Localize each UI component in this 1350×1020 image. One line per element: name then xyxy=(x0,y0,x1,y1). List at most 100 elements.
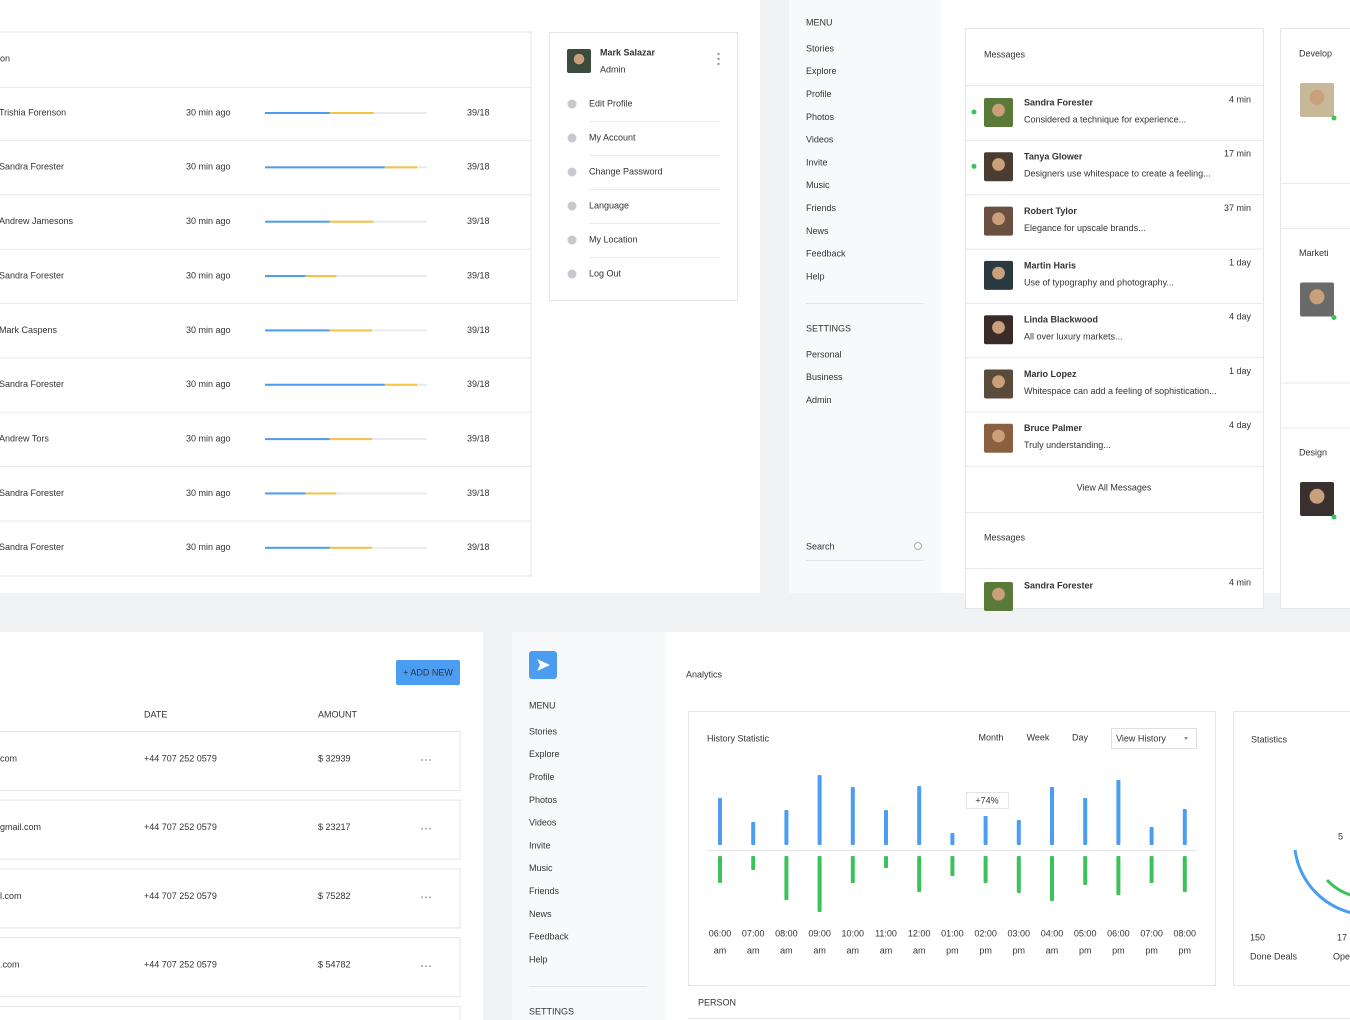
profile-name: Mark Salazar xyxy=(600,47,656,57)
avatar-face xyxy=(992,212,1005,226)
x-tick-label: am xyxy=(913,945,926,955)
progress-yellow xyxy=(305,492,337,495)
menu-item: Edit Profile xyxy=(589,98,633,108)
menu-link: News xyxy=(806,226,829,236)
row-score: 39/18 xyxy=(467,325,490,335)
email: .com xyxy=(0,959,20,969)
sender: Linda Blackwood xyxy=(1024,315,1098,325)
sender: Robert Tylor xyxy=(1024,206,1077,216)
progress-yellow xyxy=(329,112,374,114)
progress-track xyxy=(265,492,427,495)
row-time: 30 min ago xyxy=(186,216,231,226)
phone: +44 707 252 0579 xyxy=(144,891,217,901)
x-tick-label: am xyxy=(747,945,760,955)
row-score: 39/18 xyxy=(467,433,490,443)
x-tick-label: 05:00 xyxy=(1074,928,1097,938)
x-tick-label: 07:00 xyxy=(742,928,765,938)
settings-link: Personal xyxy=(806,349,842,359)
row-card xyxy=(0,731,461,791)
tab[interactable]: Week xyxy=(1027,732,1050,742)
x-tick-label: pm xyxy=(979,945,992,955)
stat-label: Ope xyxy=(1333,951,1350,961)
dropdown-label: View History xyxy=(1116,733,1166,743)
snippet: Elegance for upscale brands... xyxy=(1024,223,1146,233)
progress-yellow xyxy=(329,546,372,549)
row-time: 30 min ago xyxy=(186,107,231,117)
bar-up xyxy=(751,822,756,845)
gauge-arc xyxy=(1325,878,1350,897)
menu-link: Help xyxy=(529,954,548,964)
card xyxy=(1233,711,1350,986)
avatar-face xyxy=(992,375,1005,389)
bar-up xyxy=(784,810,789,845)
menu-link: Help xyxy=(806,271,825,281)
menu-link: Profile xyxy=(529,772,555,782)
menu-link: Explore xyxy=(529,749,560,759)
menu-heading: MENU xyxy=(806,17,833,27)
tab[interactable]: Day xyxy=(1072,732,1089,742)
messages-title: Messages xyxy=(984,532,1026,542)
add-button[interactable] xyxy=(396,660,460,685)
x-tick-label: pm xyxy=(1079,945,1092,955)
avatar-face xyxy=(1309,289,1325,305)
x-tick-label: 03:00 xyxy=(1008,928,1031,938)
progress-blue xyxy=(265,166,385,169)
menu-link: Photos xyxy=(529,795,558,805)
menu-link: Videos xyxy=(806,135,834,145)
gap xyxy=(760,0,789,593)
row-card xyxy=(0,937,461,998)
row-time: 30 min ago xyxy=(186,325,231,335)
row-menu-dot xyxy=(421,896,423,899)
bar-down xyxy=(1083,856,1088,885)
dropdown[interactable] xyxy=(1111,728,1197,749)
row-name: Andrew Jamesons xyxy=(0,216,74,226)
bar-down xyxy=(950,856,955,876)
row-menu-dot xyxy=(429,827,431,830)
team-title: Design xyxy=(1299,447,1327,457)
gauge-arc xyxy=(1293,849,1350,914)
stat-value: 17 xyxy=(1337,932,1347,942)
sender: Mario Lopez xyxy=(1024,369,1077,379)
progress-track xyxy=(265,275,427,278)
menu-link: News xyxy=(529,909,552,919)
bar-up xyxy=(1083,798,1088,845)
messages-title: Messages xyxy=(984,49,1026,59)
row-score: 39/18 xyxy=(467,488,490,498)
sidebar xyxy=(512,632,665,1020)
online-dot xyxy=(971,109,977,115)
bar-down xyxy=(817,856,822,912)
settings-link: Business xyxy=(806,372,843,382)
team-title: Develop xyxy=(1299,48,1332,58)
bar-up xyxy=(1116,780,1121,845)
tab[interactable]: Month xyxy=(978,732,1003,742)
add-button-label[interactable]: + ADD NEW xyxy=(403,667,453,677)
bar-up xyxy=(917,786,922,845)
row-time: 30 min ago xyxy=(186,270,231,280)
menu-link: Invite xyxy=(806,157,828,167)
row-score: 39/18 xyxy=(467,216,490,226)
menu-link: Stories xyxy=(529,726,558,736)
x-tick-label: pm xyxy=(946,945,959,955)
message-time: 4 min xyxy=(1229,577,1251,587)
snippet: Designers use whitespace to create a fee… xyxy=(1024,169,1211,179)
row-score: 39/18 xyxy=(467,542,490,552)
stat-value: 150 xyxy=(1250,932,1265,942)
menu-item: My Location xyxy=(589,234,638,244)
menu-icon xyxy=(567,99,577,109)
menu-item: Log Out xyxy=(589,268,622,278)
message-time: 1 day xyxy=(1229,257,1252,267)
x-tick-label: 02:00 xyxy=(974,928,997,938)
menu-link: Explore xyxy=(806,66,837,76)
bar-down xyxy=(718,856,722,883)
row-time: 30 min ago xyxy=(186,488,231,498)
bar-down xyxy=(1116,856,1121,895)
row-card xyxy=(0,1006,461,1020)
view-all-link[interactable]: View All Messages xyxy=(1077,482,1152,492)
phone: +44 707 252 0579 xyxy=(144,753,217,763)
tooltip-label: +74% xyxy=(975,795,998,805)
column-header: DATE xyxy=(144,709,167,719)
x-tick-label: pm xyxy=(1013,945,1026,955)
profile-role: Admin xyxy=(600,64,626,74)
x-tick-label: 01:00 xyxy=(941,928,964,938)
